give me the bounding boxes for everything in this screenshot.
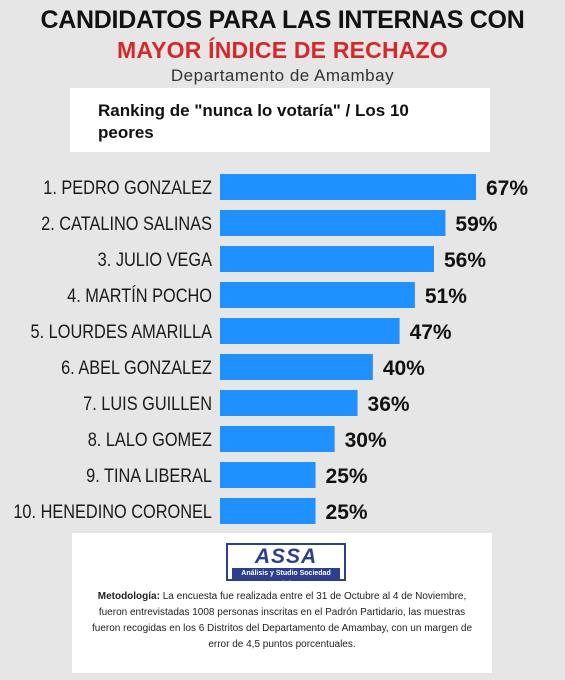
value-label-2: 59%: [455, 213, 497, 236]
value-label-7: 36%: [368, 393, 410, 416]
title-region: Departamento de Amambay: [170, 66, 395, 85]
bar-8: [220, 426, 335, 452]
bar-7: [220, 390, 358, 416]
category-label-4: 4. MARTÍN POCHO: [67, 285, 212, 306]
value-label-4: 51%: [425, 285, 467, 308]
value-label-5: 47%: [410, 321, 452, 344]
value-label-8: 30%: [345, 429, 387, 452]
category-label-10: 10. HENEDINO CORONEL: [13, 501, 212, 522]
bar-3: [220, 246, 434, 272]
methodology-body: La encuesta fue realizada entre el 31 de…: [91, 591, 473, 650]
subtitle-box: Ranking de "nunca lo votaría" / Los 10 p…: [70, 88, 490, 152]
bar-6: [220, 354, 373, 380]
title-line-1: CANDIDATOS PARA LAS INTERNAS CON: [40, 6, 525, 34]
chart-subtitle: Ranking de "nunca lo votaría" / Los 10 p…: [98, 101, 409, 142]
value-label-6: 40%: [383, 357, 425, 380]
bar-10: [220, 498, 316, 524]
category-label-2: 2. CATALINO SALINAS: [41, 213, 212, 234]
value-label-1: 67%: [486, 177, 528, 200]
category-label-1: 1. PEDRO GONZALEZ: [43, 177, 212, 198]
category-label-3: 3. JULIO VEGA: [98, 249, 212, 270]
value-label-10: 25%: [326, 501, 368, 524]
methodology-box: ASSA Análisis y Studio Sociedad Anónima …: [72, 533, 492, 673]
category-label-5: 5. LOURDES AMARILLA: [31, 321, 213, 342]
category-label-9: 9. TINA LIBERAL: [86, 465, 212, 486]
value-label-3: 56%: [444, 249, 486, 272]
bar-1: [220, 174, 476, 200]
methodology-label: Metodología:: [97, 591, 160, 602]
category-label-7: 7. LUIS GUILLEN: [83, 393, 212, 414]
logo-subtext: Análisis y Studio Sociedad Anónima: [232, 568, 340, 588]
methodology-text: Metodología: La encuesta fue realizada e…: [84, 589, 480, 653]
category-label-6: 6. ABEL GONZALEZ: [61, 357, 212, 378]
bar-4: [220, 282, 415, 308]
category-label-8: 8. LALO GOMEZ: [88, 429, 212, 450]
bar-5: [220, 318, 400, 344]
title-line-2: MAYOR ÍNDICE DE RECHAZO: [117, 37, 448, 63]
bar-2: [220, 210, 446, 236]
assa-logo: ASSA Análisis y Studio Sociedad Anónima: [226, 543, 346, 588]
logo-text: ASSA: [254, 545, 318, 568]
value-label-9: 25%: [326, 465, 368, 488]
bar-9: [220, 462, 316, 488]
